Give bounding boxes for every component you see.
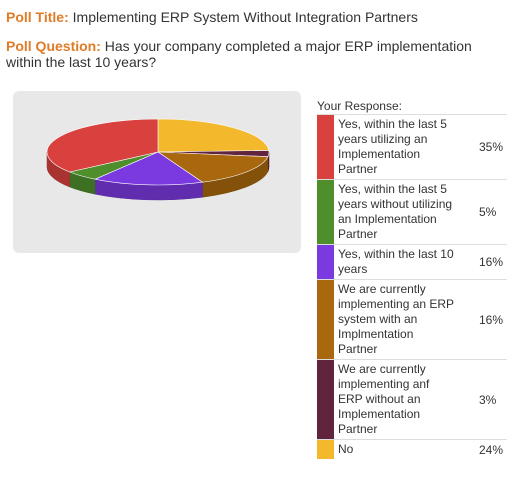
legend-item: We are currently implementing anf ERP wi…: [317, 359, 507, 439]
legend-percent: 16%: [479, 255, 504, 269]
legend-item: Yes, within the last 10 years 16%: [317, 244, 507, 279]
legend-label: Yes, within the last 5 years without uti…: [338, 182, 453, 241]
legend-percent: 16%: [479, 312, 504, 327]
pie-chart: [46, 118, 270, 201]
legend-item: Yes, within the last 5 years without uti…: [317, 179, 507, 244]
legend-item: Yes, within the last 5 years utilizing a…: [317, 114, 507, 179]
legend-item: We are currently implementing an ERP sys…: [317, 279, 507, 359]
legend-swatch: [317, 115, 334, 179]
poll-title-text: Implementing ERP System Without Integrat…: [72, 9, 418, 25]
legend-percent: 24%: [479, 442, 504, 457]
pie-slice: [156, 151, 269, 183]
legend-item: No 24%: [317, 439, 507, 459]
pie-slice: [157, 118, 270, 153]
legend-swatch: [317, 440, 334, 459]
legend-label: We are currently implementing anf ERP wi…: [338, 362, 430, 436]
legend-heading: Your Response:: [317, 99, 402, 113]
legend-label: Yes, within the last 5 years utilizing a…: [338, 117, 447, 176]
poll-title-label: Poll Title:: [6, 9, 69, 25]
pie-slice: [46, 118, 159, 173]
legend-swatch: [317, 360, 334, 439]
legend-swatch: [317, 280, 334, 359]
poll-question-text: Has your company completed a major ERP i…: [6, 38, 472, 70]
legend-percent: 35%: [479, 140, 504, 154]
legend-swatch: [317, 180, 334, 244]
legend-label: We are currently implementing an ERP sys…: [338, 282, 454, 356]
legend-percent: 3%: [479, 392, 497, 407]
poll-title: Poll Title: Implementing ERP System With…: [6, 8, 418, 26]
pie-slice: [94, 151, 204, 186]
legend-swatch: [317, 245, 334, 279]
poll-question-label: Poll Question:: [6, 38, 101, 54]
legend-percent: 5%: [479, 205, 497, 219]
legend-label: No: [338, 442, 354, 456]
legend-label: Yes, within the last 10 years: [338, 247, 454, 276]
pie-chart-panel: [13, 91, 301, 253]
chart-legend: Your Response: Yes, within the last 5 ye…: [317, 99, 507, 459]
poll-question: Poll Question: Has your company complete…: [6, 38, 501, 70]
